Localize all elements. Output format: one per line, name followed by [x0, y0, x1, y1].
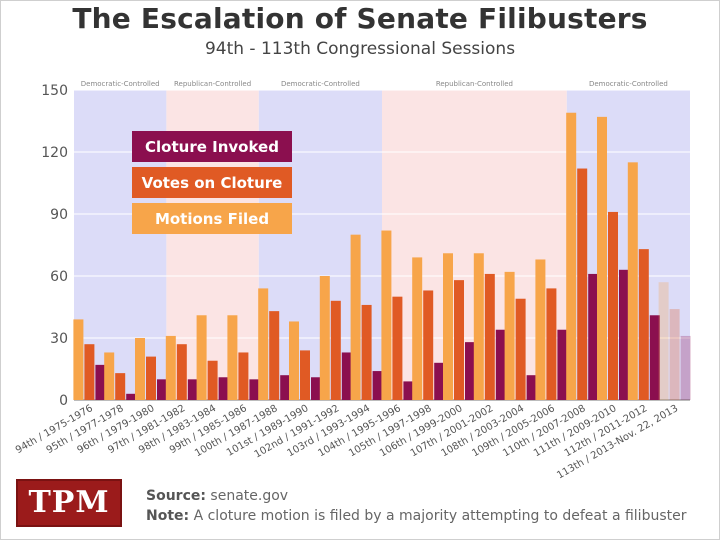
bar	[350, 234, 361, 400]
chart-subtitle: 94th - 113th Congressional Sessions	[204, 39, 516, 59]
bar	[126, 393, 137, 400]
bar	[311, 377, 321, 400]
bar	[176, 344, 187, 400]
bar	[300, 350, 310, 400]
bar	[597, 116, 607, 400]
y-tick-label: 120	[41, 145, 68, 161]
y-tick-label: 90	[50, 207, 68, 223]
control-band-label: Democratic-Controlled	[589, 80, 668, 88]
control-band-label: Republican-Controlled	[436, 80, 513, 88]
y-tick-label: 60	[50, 269, 68, 285]
bar	[566, 112, 577, 400]
bar	[515, 298, 526, 400]
source-line: Source: senate.gov	[146, 486, 686, 506]
bar	[187, 379, 198, 400]
bar	[165, 335, 176, 400]
bar	[588, 273, 599, 400]
legend-box	[132, 203, 292, 234]
control-band-label: Republican-Controlled	[174, 80, 251, 88]
bar	[412, 257, 423, 400]
bar	[280, 375, 291, 400]
bar	[434, 362, 445, 400]
bar	[104, 352, 115, 400]
source-text: senate.gov	[210, 488, 289, 504]
bar	[249, 379, 260, 400]
chart-title: The Escalation of Senate Filibusters	[72, 2, 648, 35]
bar	[495, 329, 506, 400]
bar	[135, 338, 145, 400]
bar	[95, 364, 106, 400]
bar	[465, 342, 475, 400]
bar	[361, 304, 372, 400]
bar	[577, 168, 588, 400]
bar	[289, 321, 299, 400]
legend-box	[132, 167, 292, 198]
bar	[454, 280, 464, 400]
bar	[218, 377, 229, 400]
note-label: Note:	[146, 508, 190, 524]
bar	[680, 335, 691, 400]
bar	[84, 344, 95, 400]
bar	[341, 352, 352, 400]
bar	[381, 230, 392, 400]
legend-label: Cloture Invoked	[145, 138, 279, 156]
bar	[535, 259, 546, 400]
note-text: A cloture motion is filed by a majority …	[193, 508, 687, 524]
bar	[504, 271, 515, 400]
bar	[330, 300, 341, 400]
bar	[423, 290, 434, 400]
source-label: Source:	[146, 488, 206, 504]
bar	[258, 288, 269, 400]
control-band-label: Democratic-Controlled	[81, 80, 160, 88]
y-tick-label: 0	[59, 393, 68, 409]
tpm-logo: TPM	[16, 479, 122, 527]
control-band-label: Democratic-Controlled	[281, 80, 360, 88]
bar	[392, 296, 403, 400]
bar	[526, 375, 537, 400]
bar	[372, 371, 383, 400]
bar	[207, 360, 218, 400]
bar	[196, 315, 207, 400]
bar	[608, 211, 618, 400]
bar	[157, 379, 167, 400]
bar	[669, 309, 680, 400]
bar	[443, 253, 453, 400]
bar	[619, 269, 629, 400]
legend-label: Votes on Cloture	[142, 174, 283, 192]
bar	[557, 329, 568, 400]
bar	[638, 249, 649, 400]
footer: Source: senate.gov Note: A cloture motio…	[146, 486, 686, 526]
bar	[403, 381, 414, 400]
bar	[658, 282, 669, 400]
bar	[227, 315, 238, 400]
bar	[146, 356, 156, 400]
bar	[115, 373, 126, 400]
bar	[649, 315, 660, 400]
bar	[484, 273, 495, 400]
bar	[269, 311, 280, 400]
bar	[73, 319, 84, 400]
bar	[627, 162, 638, 400]
legend-label: Motions Filed	[155, 210, 269, 228]
y-tick-label: 150	[41, 83, 68, 99]
bar	[473, 253, 484, 400]
legend-box	[132, 131, 292, 162]
y-tick-label: 30	[50, 331, 68, 347]
bar	[546, 288, 557, 400]
bar	[238, 352, 249, 400]
note-line: Note: A cloture motion is filed by a maj…	[146, 506, 686, 526]
bar	[319, 276, 330, 400]
